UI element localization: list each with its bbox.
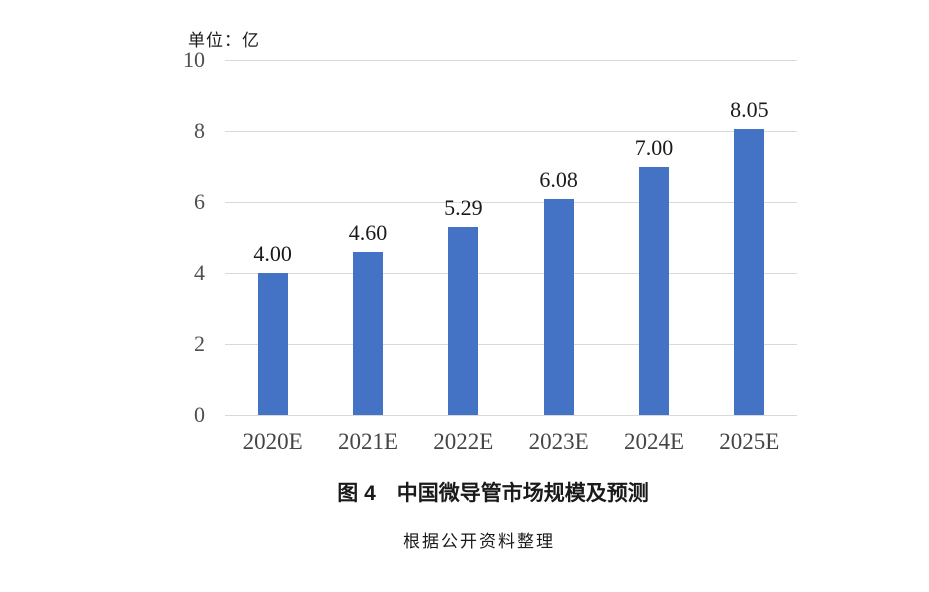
bar-value-label: 4.00	[253, 241, 292, 266]
gridline-y8	[225, 130, 797, 132]
x-axis-tick-label: 2023E	[528, 429, 589, 454]
bar-2025E	[734, 129, 765, 415]
gridline-y2	[225, 343, 797, 345]
bar-2024E	[639, 166, 669, 415]
x-axis-tick-label: 2025E	[719, 429, 780, 454]
y-axis-tick-label: 4	[194, 260, 205, 285]
y-axis-tick-label: 2	[194, 331, 205, 356]
bar-value-label: 5.29	[444, 195, 483, 221]
plot-area: 0 2 4 6 8 10 4.00 2020E 4.60 2021E 5.29 2022E 6.08 20…	[183, 49, 797, 453]
chart-source: 根据公开资料整理	[403, 532, 555, 551]
bar-2020E	[257, 273, 288, 415]
bar-value-label: 7.00	[634, 134, 674, 160]
unit-label: 单位：亿	[188, 31, 260, 50]
bar-value-label: 6.08	[539, 167, 578, 193]
x-axis-tick-label: 2020E	[242, 429, 303, 454]
gridline-y0	[225, 414, 797, 416]
x-axis-tick-label: 2024E	[623, 429, 685, 454]
bar-value-label: 4.60	[348, 219, 388, 245]
bar-2022E	[448, 227, 479, 415]
gridline-y10	[225, 59, 797, 61]
y-axis-tick-label: 0	[194, 402, 205, 427]
gridline-y4	[225, 272, 797, 274]
gridline-y6	[225, 201, 797, 203]
bar-2023E	[543, 199, 574, 415]
chart-caption: 图 4 中国微导管市场规模及预测	[337, 482, 649, 505]
bar-value-label: 8.05	[730, 97, 769, 123]
x-axis-tick-label: 2021E	[337, 429, 399, 454]
y-axis-tick-label: 10	[183, 47, 205, 72]
x-axis-tick-label: 2022E	[433, 429, 494, 454]
y-axis-tick-label: 8	[194, 118, 205, 143]
y-axis-tick-label: 6	[194, 189, 205, 214]
bar-2021E	[353, 251, 383, 415]
